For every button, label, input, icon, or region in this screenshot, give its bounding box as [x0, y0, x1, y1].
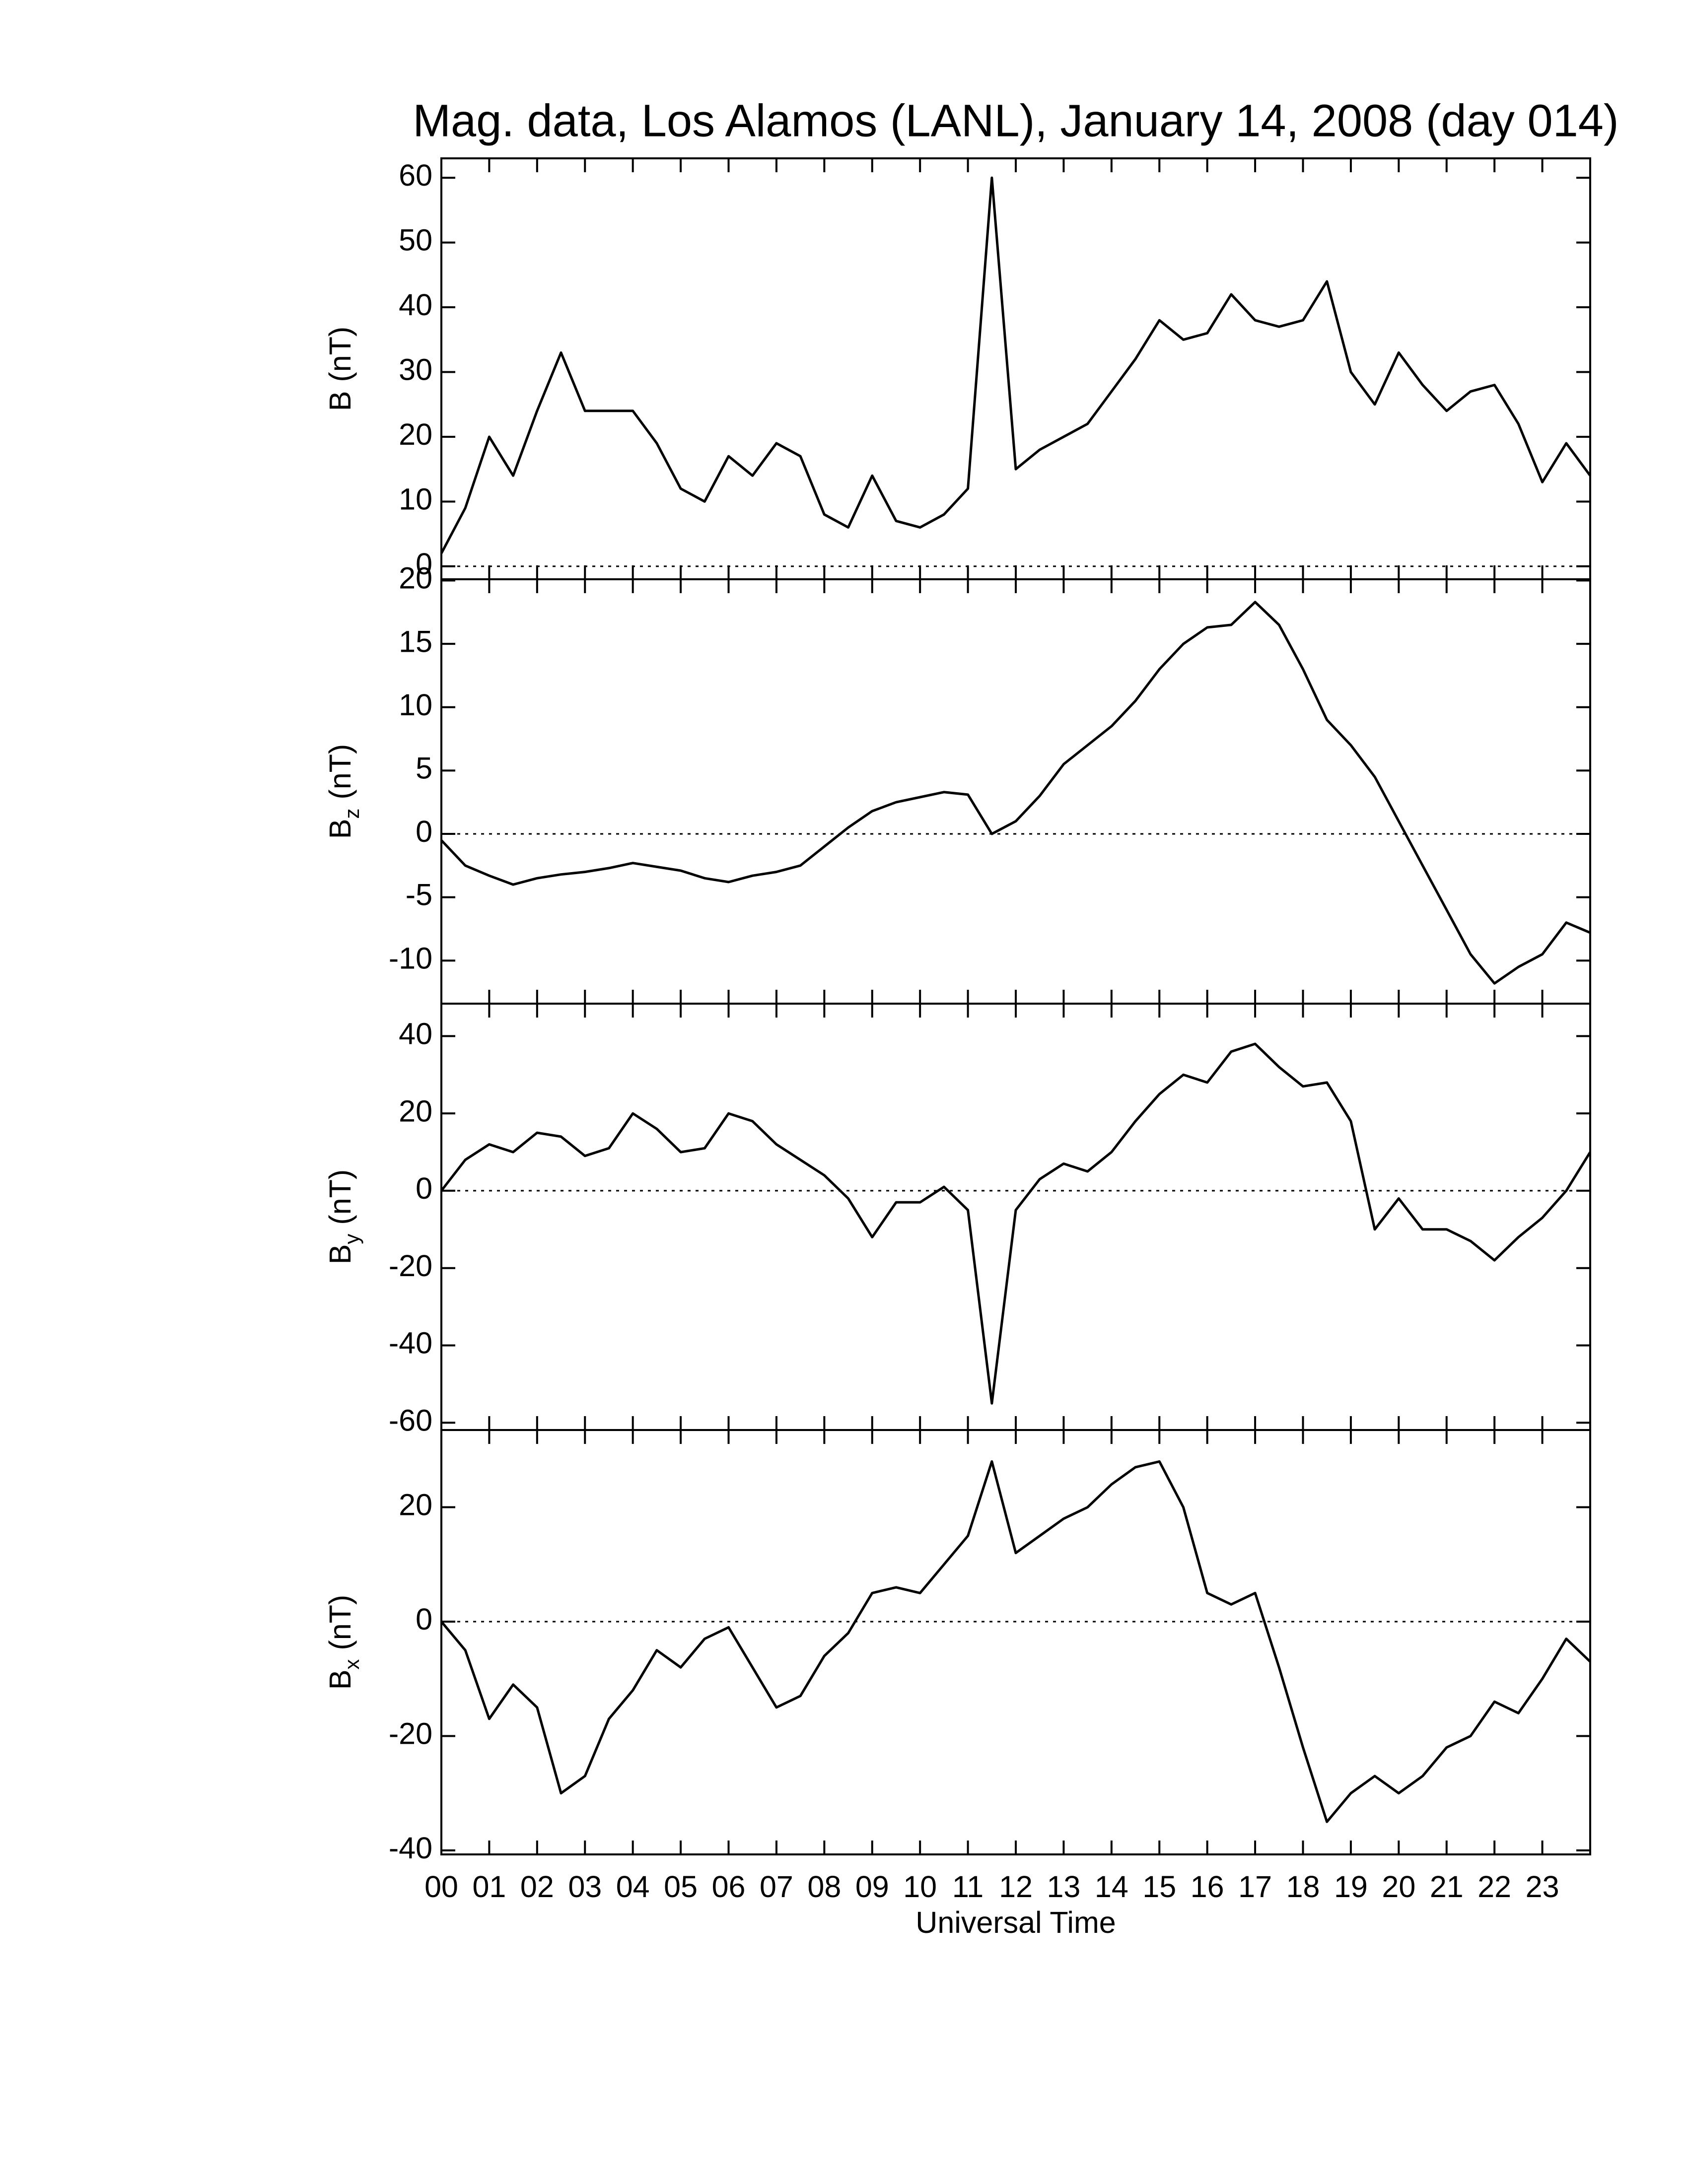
y-tick-label: -40 [389, 1326, 432, 1360]
y-label-subscript: y [340, 1234, 363, 1244]
x-tick-label: 13 [1047, 1870, 1080, 1904]
data-line [440, 1460, 1591, 1823]
y-label-symbol: B [323, 391, 357, 411]
y-tick-label: -60 [389, 1403, 432, 1437]
x-tick-label: 15 [1142, 1870, 1176, 1904]
x-tick-label: 21 [1430, 1870, 1464, 1904]
chart-title: Mag. data, Los Alamos (LANL), January 14… [413, 95, 1618, 146]
y-axis-label: By (nT) [323, 1169, 363, 1265]
x-tick-label: 20 [1382, 1870, 1415, 1904]
y-tick-label: 20 [399, 561, 432, 595]
y-label-symbol: B [323, 1670, 357, 1690]
y-label-unit: (nT) [323, 744, 357, 800]
y-tick-label: 15 [399, 624, 432, 658]
y-axis-label: B (nT) [323, 327, 357, 411]
y-tick-label: -20 [389, 1717, 432, 1751]
y-tick-label: 5 [416, 751, 432, 785]
y-label-symbol: B [323, 819, 357, 839]
x-tick-label: 16 [1191, 1870, 1224, 1904]
x-tick-label: 05 [664, 1870, 698, 1904]
y-tick-label: 60 [399, 158, 432, 192]
y-tick-label: 0 [416, 547, 432, 581]
y-tick-label: 20 [399, 1488, 432, 1522]
x-tick-label: 02 [520, 1870, 554, 1904]
y-tick-label: -10 [389, 941, 432, 975]
data-line [440, 176, 1592, 554]
y-tick-label: 20 [399, 1094, 432, 1128]
x-tick-label: 23 [1526, 1870, 1559, 1904]
x-axis-label: Universal Time [915, 1906, 1116, 1939]
y-tick-label: 0 [416, 1602, 432, 1636]
y-tick-label: 30 [399, 353, 432, 387]
y-label-unit: (nT) [323, 327, 357, 382]
y-label-symbol: B [323, 1244, 357, 1265]
x-tick-label: 14 [1095, 1870, 1128, 1904]
y-label-subscript: x [340, 1659, 363, 1670]
y-tick-label: 10 [399, 688, 432, 722]
x-tick-label: 10 [903, 1870, 937, 1904]
x-tick-label: 07 [760, 1870, 793, 1904]
y-tick-label: 0 [416, 1171, 432, 1205]
y-tick-label: 10 [399, 482, 432, 516]
x-tick-label: 04 [616, 1870, 650, 1904]
x-tick-label: 17 [1238, 1870, 1272, 1904]
x-tick-label: 00 [424, 1870, 458, 1904]
x-tick-label: 08 [807, 1870, 841, 1904]
x-tick-label: 03 [568, 1870, 602, 1904]
y-tick-label: 20 [399, 417, 432, 451]
y-tick-label: -20 [389, 1249, 432, 1283]
y-tick-label: -40 [389, 1831, 432, 1865]
y-axis-label: Bx (nT) [323, 1595, 363, 1690]
x-tick-label: 06 [712, 1870, 746, 1904]
x-tick-label: 19 [1334, 1870, 1368, 1904]
y-label-subscript: z [340, 809, 363, 819]
y-tick-label: 40 [399, 1017, 432, 1051]
y-tick-label: 40 [399, 288, 432, 322]
x-tick-label: 22 [1477, 1870, 1511, 1904]
y-label-unit: (nT) [323, 1595, 357, 1650]
data-line [440, 601, 1591, 985]
y-label-unit: (nT) [323, 1169, 357, 1225]
y-tick-label: 0 [416, 815, 432, 848]
y-tick-label: -5 [406, 878, 432, 912]
data-line [440, 1042, 1592, 1405]
y-axis-label: Bz (nT) [323, 744, 363, 839]
y-tick-label: 50 [399, 223, 432, 257]
x-tick-label: 18 [1286, 1870, 1320, 1904]
x-tick-label: 09 [855, 1870, 889, 1904]
x-tick-label: 01 [472, 1870, 506, 1904]
x-tick-label: 11 [952, 1870, 984, 1904]
x-tick-label: 12 [999, 1870, 1033, 1904]
